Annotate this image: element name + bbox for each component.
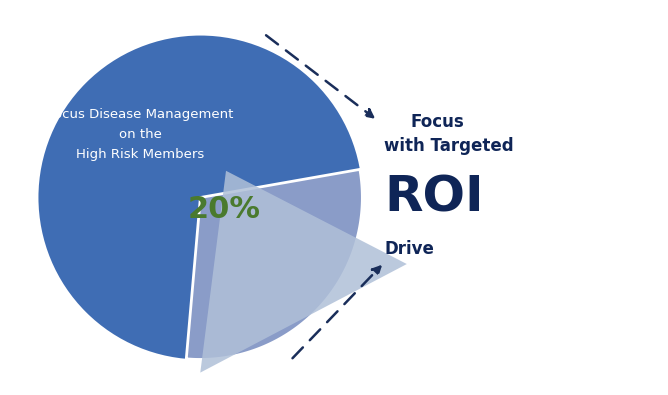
Text: 20%: 20%	[187, 195, 261, 224]
FancyArrowPatch shape	[200, 171, 407, 372]
Ellipse shape	[39, 36, 362, 359]
Polygon shape	[186, 169, 362, 359]
Text: Focus Disease Management
on the
High Risk Members: Focus Disease Management on the High Ris…	[47, 108, 234, 161]
Text: Focus: Focus	[411, 113, 464, 132]
Text: Drive: Drive	[384, 240, 434, 258]
Text: ROI: ROI	[384, 173, 484, 222]
Text: with Targeted: with Targeted	[384, 137, 514, 155]
